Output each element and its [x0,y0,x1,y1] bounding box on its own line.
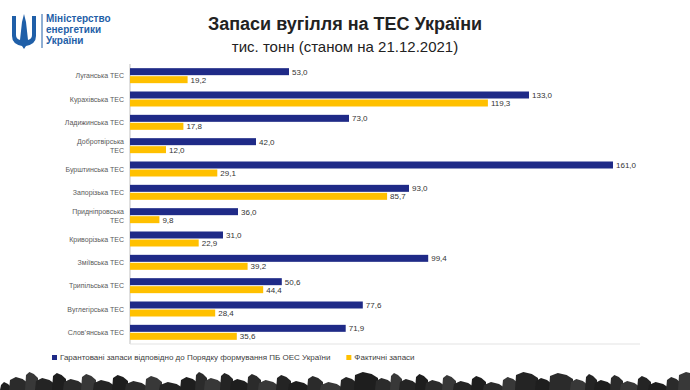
coal-lump [425,380,445,390]
logo-divider [42,14,43,48]
coal-lump [678,372,690,390]
coal-lump [354,372,378,390]
category-label: Зміївська ТЕС [78,259,124,266]
bar [130,325,346,332]
data-label: 36,0 [241,208,257,217]
data-label: 17,8 [186,122,202,131]
category-label: Трипільська ТЕС [69,282,124,290]
legend-swatch [52,355,57,360]
coal-lump [549,373,573,390]
bar [130,278,282,285]
bar [130,302,363,309]
coal-lump [620,381,640,390]
bar [130,310,215,317]
category-label: ПридніпровськаТЕС [72,208,124,224]
data-label: 31,0 [226,231,242,240]
subtitle: тис. тонн (станом на 21.12.2021) [232,38,458,55]
bar [130,68,289,75]
background [0,0,690,390]
coal-decoration [0,372,690,390]
category-label: ДобротвірськаТЕС [77,138,124,154]
category-label: Слов’янська ТЕС [68,329,124,336]
chart: МіністерствоенергетикиУкраїни Запаси вугі… [0,0,690,390]
data-label: 71,9 [349,324,365,333]
bar [130,123,183,130]
data-label: 50,6 [285,278,301,287]
bar [130,146,166,153]
bar [130,208,238,215]
bar [130,185,409,192]
bars [130,68,613,340]
logo-text: Міністерство [46,13,111,24]
logo-text: енергетики [46,24,101,35]
coal-lump [125,381,148,390]
data-label: 19,2 [191,76,207,85]
title: Запаси вугілля на ТЕС України [208,14,482,34]
logo-text: України [46,35,84,46]
x-axis-line [130,344,640,345]
coal-lump [230,379,250,390]
legend: Гарантовані запаси відповідно до Порядку… [52,353,415,362]
data-label: 28,4 [218,309,234,318]
bar [130,100,488,107]
logo-icon [12,14,36,49]
bar [130,333,237,340]
bar [130,115,349,122]
bar [130,232,223,239]
coal-lump [515,372,538,390]
legend-swatch [346,355,351,360]
bar [130,138,256,145]
category-label: Курахівська ТЕС [70,96,124,104]
category-label: Ладижинська ТЕС [65,119,124,127]
category-label: Луганська ТЕС [75,72,124,80]
coal-lump [93,380,115,390]
data-label: 119,3 [491,99,511,108]
bar [130,76,188,83]
data-label: 93,0 [412,184,428,193]
category-label: Вуглегірська ТЕС [67,306,124,314]
data-label: 99,4 [431,254,447,263]
data-label: 44,4 [266,286,282,295]
data-label: 39,2 [251,262,267,271]
logo: МіністерствоенергетикиУкраїни [12,13,111,49]
bar [130,216,159,223]
bar [130,240,199,247]
data-label: 73,0 [352,114,368,123]
coal-lump [320,382,343,390]
coal-lump [258,380,279,390]
bar [130,170,217,177]
coal-lump [63,379,84,390]
data-label: 42,0 [259,138,275,147]
coal-lump [288,381,310,390]
data-label: 22,9 [202,239,218,248]
bar [130,263,248,270]
data-label: 85,7 [390,192,406,201]
data-label: 12,0 [169,146,185,155]
bar [130,92,529,99]
coal-lump [35,378,55,390]
category-label: Бурштинська ТЕС [65,166,124,174]
labels: Луганська ТЕС 53,0 19,2 Курахівська ТЕС 133,… [65,68,637,342]
data-label: 9,8 [162,216,174,225]
bar [130,162,613,169]
data-label: 35,6 [240,332,256,341]
data-label: 53,0 [292,68,308,77]
bar [130,255,428,262]
data-label: 29,1 [220,169,236,178]
legend-label: Гарантовані запаси відповідно до Порядку… [60,353,330,362]
legend-label: Фактичні запаси [354,353,414,362]
data-label: 161,0 [616,161,637,170]
coal-lump [648,382,669,390]
bar [130,286,263,293]
data-label: 133,0 [532,91,553,100]
coal-lump [159,382,183,390]
coal-lump [483,382,505,390]
category-label: Запорізька ТЕС [73,189,124,197]
coal-lump [453,381,474,390]
category-label: Криворізька ТЕС [69,236,124,244]
bar [130,193,387,200]
data-label: 77,6 [366,301,382,310]
